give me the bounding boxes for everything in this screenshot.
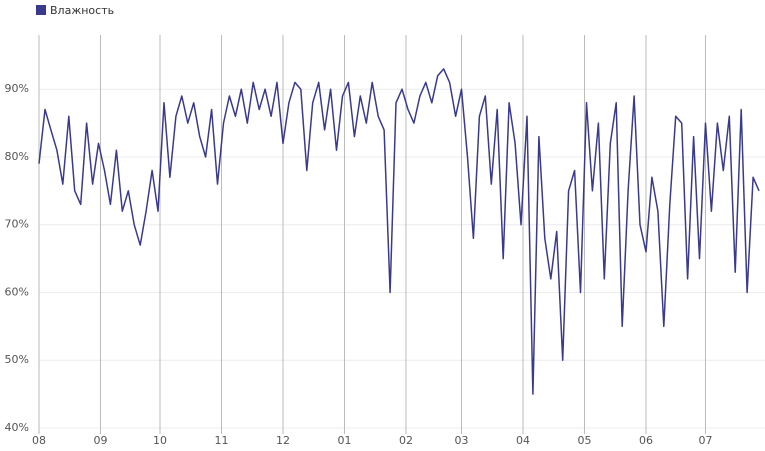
x-tick-label: 08 — [32, 434, 46, 447]
y-tick-label: 50% — [5, 353, 29, 366]
x-tick-label: 02 — [399, 434, 413, 447]
x-tick-label: 04 — [516, 434, 530, 447]
y-tick-label: 90% — [5, 82, 29, 95]
x-tick-label: 09 — [93, 434, 107, 447]
x-tick-label: 11 — [214, 434, 228, 447]
line-series — [38, 68, 760, 395]
x-tick-label: 01 — [337, 434, 351, 447]
x-tick-label: 03 — [455, 434, 469, 447]
x-tick-label: 07 — [698, 434, 712, 447]
y-tick-label: 60% — [5, 285, 29, 298]
x-tick-label: 05 — [577, 434, 591, 447]
y-tick-label: 80% — [5, 150, 29, 163]
legend-swatch — [36, 5, 46, 15]
x-tick-label: 10 — [153, 434, 167, 447]
legend-label: Влажность — [50, 4, 114, 17]
y-tick-label: 40% — [5, 421, 29, 434]
y-tick-label: 70% — [5, 218, 29, 231]
x-tick-label: 06 — [639, 434, 653, 447]
x-tick-label: 12 — [276, 434, 290, 447]
